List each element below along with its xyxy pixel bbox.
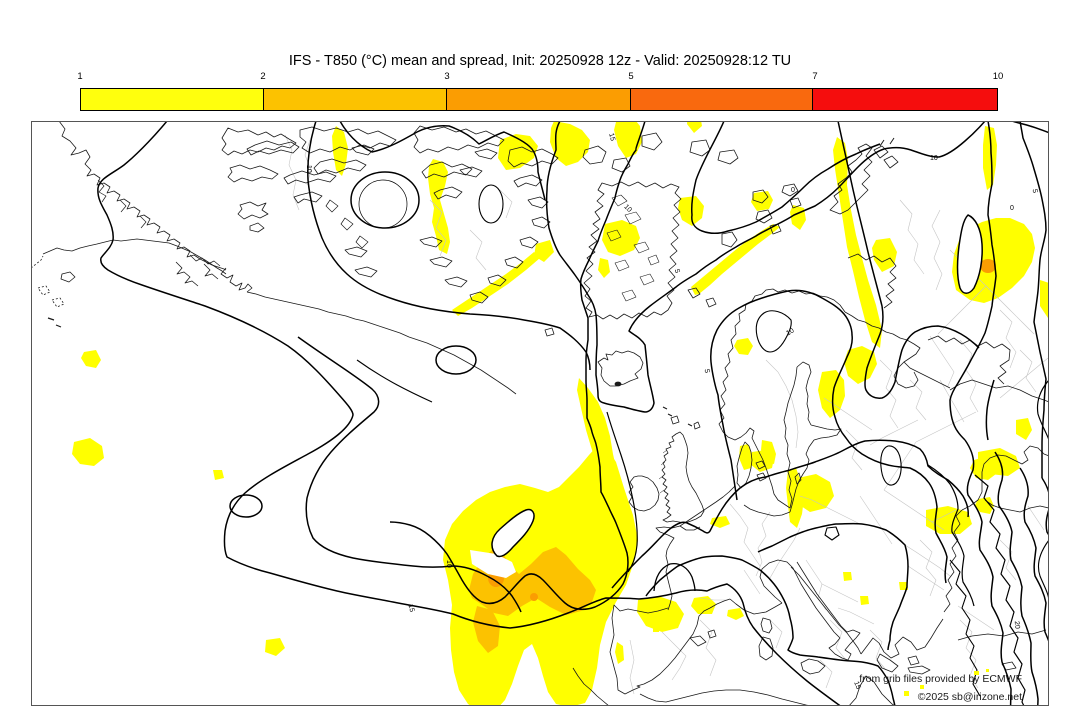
svg-text:©2025 sb@irizone.net: ©2025 sb@irizone.net: [918, 691, 1022, 703]
svg-text:10: 10: [930, 155, 938, 162]
svg-text:10: 10: [305, 165, 312, 173]
svg-text:5: 5: [673, 269, 681, 274]
svg-text:10: 10: [445, 560, 452, 568]
svg-text:5: 5: [703, 369, 710, 374]
svg-text:10: 10: [622, 203, 633, 214]
svg-text:0: 0: [791, 187, 795, 194]
svg-text:15: 15: [607, 132, 616, 141]
svg-text:from grib files provided by EC: from grib files provided by ECMWF: [859, 673, 1022, 685]
svg-text:5: 5: [1031, 189, 1038, 194]
svg-text:15: 15: [852, 680, 861, 690]
svg-text:15: 15: [406, 604, 415, 613]
svg-text:0: 0: [1010, 205, 1014, 212]
svg-text:20: 20: [1013, 621, 1021, 629]
svg-text:10: 10: [785, 327, 795, 337]
